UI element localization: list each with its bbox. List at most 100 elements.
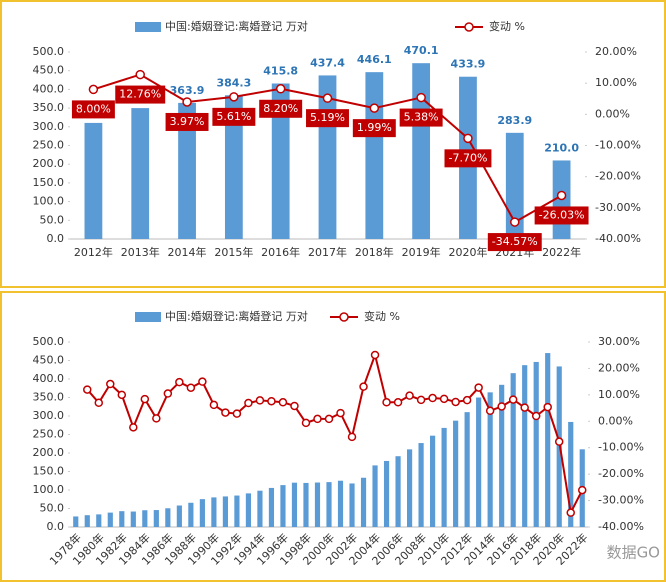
line-marker <box>135 69 145 80</box>
bar <box>130 511 136 527</box>
x-tick-label: 2015年 <box>214 245 253 259</box>
y2-tick-label: -20.00% <box>595 170 641 183</box>
line-value-label: 5.19% <box>306 109 349 128</box>
label-box <box>534 206 589 225</box>
line-value-label: 8.00% <box>71 100 115 119</box>
bar-value-label: 363.9 <box>170 84 205 97</box>
y-tick-label: 500.0 <box>33 335 65 348</box>
y2-tick-label: 10.00% <box>598 388 640 401</box>
bar <box>211 497 217 527</box>
line-marker <box>152 414 161 423</box>
bar <box>406 449 413 527</box>
bar <box>533 361 539 527</box>
line-marker <box>405 391 414 400</box>
line-marker <box>301 418 311 428</box>
x-tick-label: 2022年 <box>542 245 581 259</box>
bar <box>268 487 275 527</box>
label-box <box>71 100 115 119</box>
x-tick-label: 2014年 <box>168 245 207 259</box>
y2-tick-label: 10.00% <box>595 76 637 89</box>
line-marker <box>117 390 127 400</box>
bar <box>568 421 574 527</box>
y-tick-label: 350.0 <box>33 391 65 404</box>
y-tick-label: 450.0 <box>33 64 65 77</box>
line-marker <box>324 414 334 424</box>
bar <box>372 465 378 527</box>
y2-tick-label: -30.00% <box>595 201 641 214</box>
bar-value-label: 210.0 <box>544 141 579 154</box>
y-tick-label: 150.0 <box>33 176 65 189</box>
y-tick-label: 400.0 <box>33 82 65 95</box>
y2-tick-label: -10.00% <box>598 441 644 454</box>
bar <box>441 427 447 527</box>
line-marker <box>186 383 196 392</box>
line-marker <box>543 402 552 412</box>
line-value-text: 8.00% <box>76 102 111 115</box>
line-value-label: 8.20% <box>259 99 303 118</box>
bar <box>257 490 263 527</box>
bar <box>131 108 150 239</box>
x-tick-label: 2012年 <box>74 245 113 259</box>
line-marker <box>129 423 138 432</box>
bar <box>107 512 113 527</box>
bar <box>188 502 194 527</box>
line-marker <box>232 409 242 418</box>
y-tick-label: 350.0 <box>33 101 65 114</box>
legend-marker <box>464 22 474 32</box>
bar <box>383 460 390 527</box>
line-value-text: 8.20% <box>263 102 298 115</box>
line-marker <box>140 394 150 404</box>
bar <box>224 95 243 240</box>
bar <box>430 435 436 527</box>
line-value-label: 12.76% <box>115 85 166 104</box>
bar <box>165 508 171 527</box>
line-marker <box>416 92 426 103</box>
legend-label: 变动 % <box>364 309 400 323</box>
line-marker <box>451 397 460 407</box>
line-marker <box>347 432 357 442</box>
line-value-text: 3.97% <box>170 115 205 128</box>
bar <box>84 122 103 239</box>
bar <box>96 514 102 527</box>
y2-tick-label: 30.00% <box>598 335 640 348</box>
line-marker <box>462 395 472 405</box>
line-marker <box>556 190 567 201</box>
line-marker <box>221 408 230 417</box>
line <box>86 351 584 516</box>
label-box <box>487 233 542 252</box>
y-tick-label: 100.0 <box>33 195 65 208</box>
line-marker <box>336 408 345 418</box>
bar <box>545 353 551 527</box>
line-marker <box>520 403 529 412</box>
bar <box>84 515 90 527</box>
bar <box>326 482 332 527</box>
line-marker <box>510 217 520 227</box>
bar <box>522 365 528 527</box>
label-box <box>352 119 396 138</box>
bar-value-label: 415.8 <box>263 64 298 77</box>
line-value-text: -26.03% <box>539 208 585 221</box>
label-box <box>399 108 443 127</box>
bar <box>360 477 367 527</box>
line-marker <box>463 133 473 144</box>
bar <box>487 392 493 527</box>
y-tick-label: 500.0 <box>33 45 65 58</box>
line-marker <box>275 84 286 94</box>
line-marker <box>416 395 426 405</box>
x-tick-label: 2019年 <box>402 245 441 259</box>
x-tick-label: 2013年 <box>121 245 160 259</box>
line-marker <box>474 383 483 392</box>
line-value-text: 12.76% <box>119 88 161 101</box>
y-tick-label: 450.0 <box>33 354 65 367</box>
y2-tick-label: 0.00% <box>595 107 630 120</box>
legend-label: 中国:婚姻登记:离婚登记 万对 <box>165 309 308 323</box>
y2-tick-label: -20.00% <box>598 467 644 480</box>
line-marker <box>497 402 506 411</box>
line-marker <box>369 103 380 113</box>
line-marker <box>175 377 184 387</box>
label-box <box>306 109 349 128</box>
chart-frame <box>0 291 666 582</box>
bar-value-label: 437.4 <box>310 56 345 69</box>
line-value-label: -26.03% <box>534 206 589 225</box>
